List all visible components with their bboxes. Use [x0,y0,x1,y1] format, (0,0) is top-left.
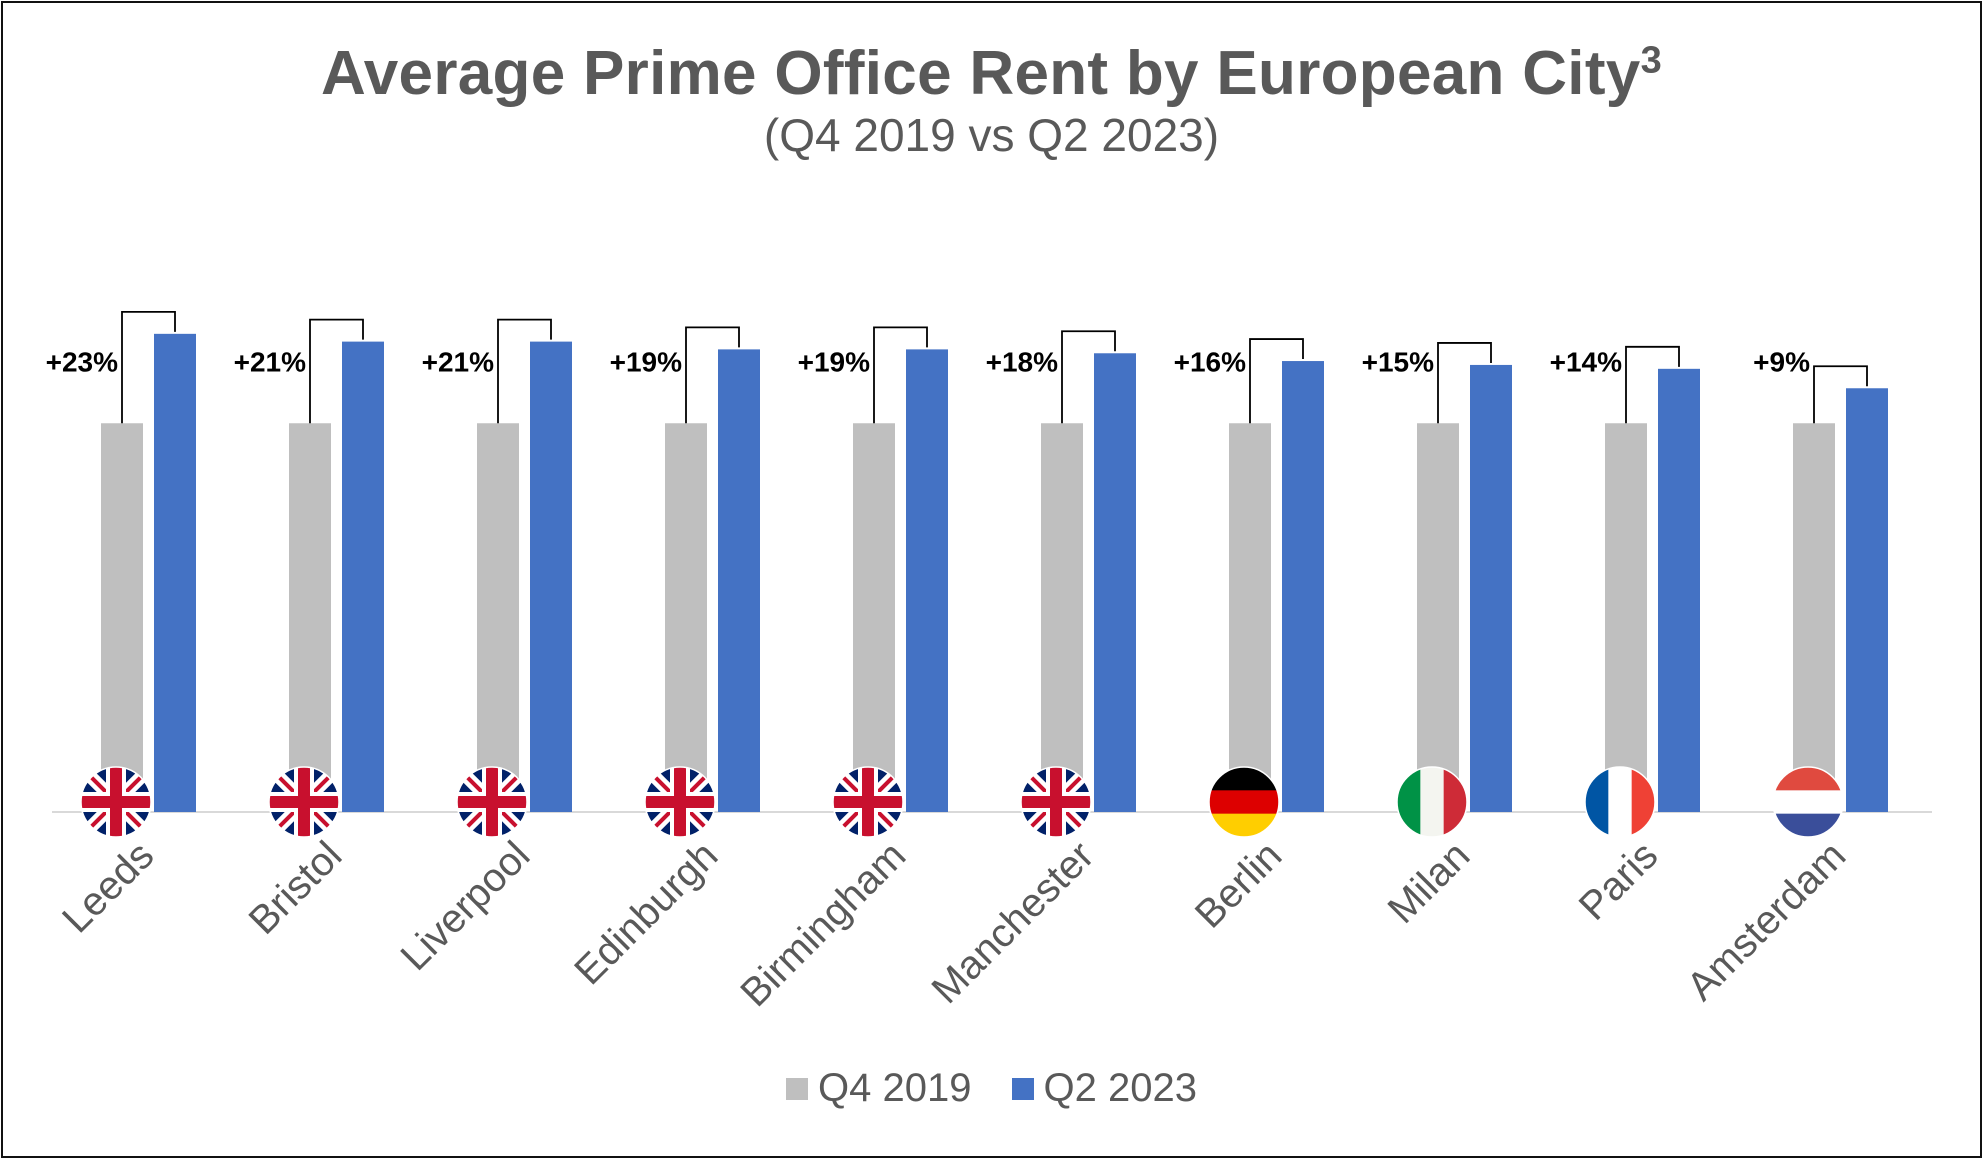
category-label-liverpool: Liverpool [392,833,538,979]
bar-q4-2019-milan [1417,423,1459,812]
change-label-amsterdam: +9% [1753,346,1810,377]
bar-q4-2019-leeds [101,423,143,812]
legend-item-q4-2019: Q4 2019 [786,1066,972,1111]
category-label-amsterdam: Amsterdam [1679,833,1855,1009]
change-label-milan: +15% [1362,346,1434,377]
change-label-leeds: +23% [46,346,118,377]
category-label-manchester: Manchester [923,833,1102,1012]
flag-icon-uk [1021,767,1091,837]
bar-q2-2023-birmingham [906,349,948,812]
title-footnote-marker: 3 [1640,39,1662,82]
change-label-berlin: +16% [1174,346,1246,377]
change-bracket-leeds [121,310,176,424]
category-label-milan: Milan [1380,833,1479,932]
change-bracket-milan [1437,342,1492,424]
legend-label-q4-2019: Q4 2019 [818,1066,972,1110]
flag-icon-uk [81,767,151,837]
change-label-paris: +14% [1550,346,1622,377]
bar-q2-2023-berlin [1282,361,1324,812]
bar-q2-2023-milan [1470,364,1512,812]
legend-item-q2-2023: Q2 2023 [1011,1066,1197,1111]
change-label-birmingham: +19% [798,346,870,377]
change-label-bristol: +21% [234,346,306,377]
bar-q2-2023-edinburgh [718,349,760,812]
category-label-bristol: Bristol [241,833,351,943]
flag-icon-france [1585,767,1655,837]
bar-q2-2023-paris [1658,368,1700,812]
change-bracket-berlin [1249,338,1304,424]
category-label-paris: Paris [1571,833,1667,929]
category-label-leeds: Leeds [54,833,162,941]
bar-q2-2023-leeds [154,333,196,812]
bar-q4-2019-liverpool [477,423,519,812]
change-bracket-amsterdam [1813,365,1868,424]
legend-swatch-q4-2019 [786,1077,809,1100]
bar-q2-2023-amsterdam [1846,388,1888,812]
flag-icon-uk [833,767,903,837]
flag-icon-italy [1397,767,1467,837]
legend: Q4 2019 Q2 2023 [0,1066,1983,1111]
change-bracket-liverpool [497,318,552,424]
bar-q2-2023-liverpool [530,341,572,812]
category-label-edinburgh: Edinburgh [566,833,726,993]
change-label-liverpool: +21% [422,346,494,377]
legend-swatch-q2-2023 [1011,1077,1034,1100]
bar-q2-2023-manchester [1094,353,1136,812]
chart-subtitle: (Q4 2019 vs Q2 2023) [763,109,1220,161]
category-label-berlin: Berlin [1187,833,1290,936]
change-label-edinburgh: +19% [610,346,682,377]
bar-q4-2019-berlin [1229,423,1271,812]
change-bracket-manchester [1061,330,1116,424]
flag-icon-uk [645,767,715,837]
bar-q4-2019-manchester [1041,423,1083,812]
change-bracket-birmingham [873,326,928,424]
category-label-birmingham: Birmingham [732,833,914,1015]
change-bracket-paris [1625,345,1680,424]
bar-q2-2023-bristol [342,341,384,812]
bar-q4-2019-paris [1605,423,1647,812]
change-bracket-bristol [309,318,364,424]
flag-icon-uk [269,767,339,837]
change-bracket-edinburgh [685,326,740,424]
legend-label-q2-2023: Q2 2023 [1043,1066,1197,1110]
change-label-manchester: +18% [986,346,1058,377]
bar-q4-2019-birmingham [853,423,895,812]
flag-icon-uk [457,767,527,837]
bar-q4-2019-amsterdam [1793,423,1835,812]
chart-title: Average Prime Office Rent by European Ci… [320,39,1662,108]
bar-q4-2019-edinburgh [665,423,707,812]
bar-q4-2019-bristol [289,423,331,812]
